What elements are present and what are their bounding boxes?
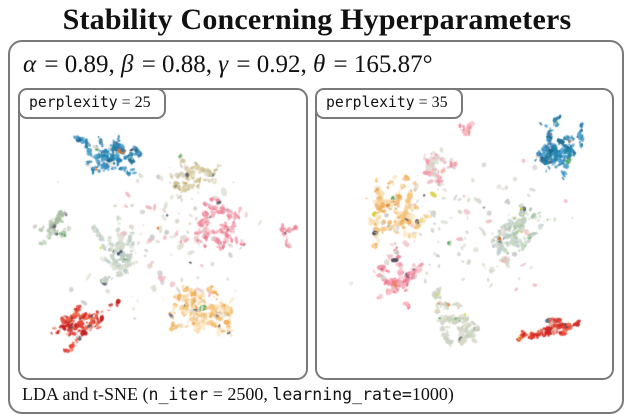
tsne-plot-area	[20, 90, 306, 378]
figure-frame: α = 0.89, β = 0.88, γ = 0.92, θ = 165.87…	[8, 40, 624, 414]
tsne-panel-perplexity-25: perplexity = 25	[18, 88, 308, 380]
figure-title: Stability Concerning Hyperparameters	[62, 3, 572, 36]
hyperparameter-values: α = 0.89, β = 0.88, γ = 0.92, θ = 165.87…	[23, 51, 433, 78]
perplexity-25-label: perplexity = 25	[18, 88, 166, 119]
tsne-plot-area	[317, 90, 612, 378]
tsne-scatter-canvas-25	[20, 90, 306, 378]
perplexity-35-label: perplexity = 35	[315, 88, 463, 119]
tsne-panel-perplexity-35: perplexity = 35	[315, 88, 614, 380]
figure-caption: LDA and t-SNE (n_iter = 2500, learning_r…	[22, 384, 454, 404]
tsne-scatter-canvas-35	[317, 90, 612, 378]
